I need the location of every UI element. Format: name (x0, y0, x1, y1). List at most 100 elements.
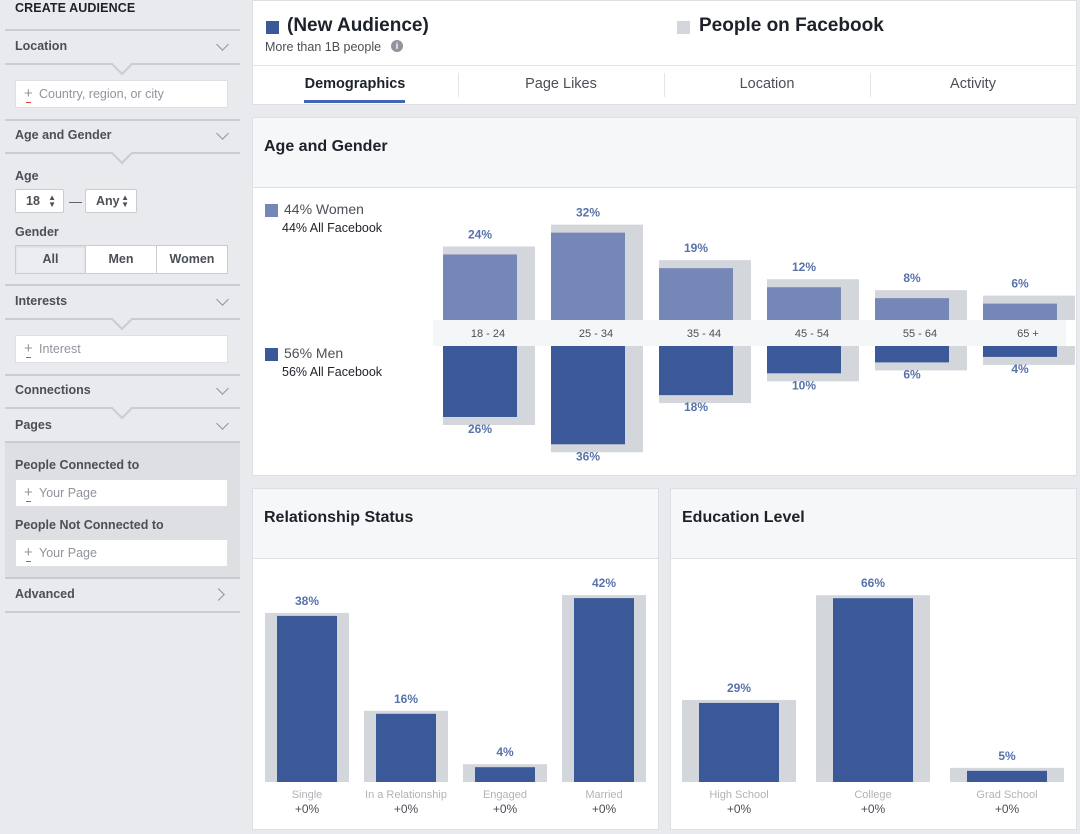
bar-category-label: College (854, 789, 891, 801)
audience-bar (833, 598, 913, 782)
plus-icon: + (24, 544, 33, 562)
age-category-label: 25 - 34 (579, 328, 613, 340)
age-category-label: 65 + (1017, 328, 1039, 340)
tab-separator (870, 73, 871, 97)
age-min-select[interactable]: 18 ▲ ▼ (15, 189, 64, 213)
age-max-value: Any (96, 194, 120, 208)
men-bar (659, 346, 733, 396)
divider (5, 374, 240, 376)
age-gender-chart: 24% 26% 18 - 24 32% 36% 25 - 34 19% 18% 35 - 44 1… (433, 206, 1075, 463)
audience-bar (475, 767, 535, 782)
location-placeholder: Country, region, or city (39, 87, 164, 101)
women-bar (659, 268, 733, 320)
chevron-down-icon[interactable] (216, 127, 229, 140)
connected-page-input[interactable]: + Your Page (15, 479, 228, 507)
sidebar-title: CREATE AUDIENCE (15, 1, 136, 15)
audience-title: (New Audience) (287, 15, 429, 36)
men-bar (875, 346, 949, 363)
women-value-label: 12% (792, 260, 816, 274)
advanced-section-header[interactable]: Advanced (15, 587, 75, 601)
panel-title: Age and Gender (264, 138, 388, 155)
plus-icon: + (24, 484, 33, 502)
chevron-down-icon[interactable] (216, 382, 229, 395)
bar-value-label: 42% (592, 576, 616, 590)
location-search-input[interactable]: + Country, region, or city (15, 80, 228, 108)
women-value-label: 32% (576, 206, 600, 220)
sort-arrows-icon: ▲ ▼ (121, 193, 129, 209)
bar-value-label: 38% (295, 594, 319, 608)
women-color-swatch (265, 204, 278, 217)
bar-change-label: +0% (493, 802, 518, 816)
bar-value-label: 5% (998, 749, 1016, 763)
tab-page-likes[interactable]: Page Likes (525, 76, 597, 92)
not-connected-page-input[interactable]: + Your Page (15, 539, 228, 567)
range-dash: — (69, 194, 82, 209)
chevron-right-icon[interactable] (212, 588, 225, 601)
men-value-label: 6% (903, 367, 921, 381)
women-value-label: 8% (903, 271, 921, 285)
tab-demographics[interactable]: Demographics (304, 76, 406, 92)
bar-category-label: Engaged (483, 789, 527, 801)
women-value-label: 19% (684, 241, 708, 255)
women-bar (983, 303, 1057, 320)
women-bar (551, 232, 625, 320)
pages-section-header[interactable]: Pages (15, 418, 52, 432)
age-gender-panel: Age and Gender 44% Women 44% All Faceboo… (252, 117, 1077, 476)
gender-all-button[interactable]: All (15, 245, 86, 274)
tab-activity[interactable]: Activity (950, 76, 996, 92)
women-bar (875, 298, 949, 320)
tabs-divider (253, 65, 1076, 66)
age-category-label: 55 - 64 (903, 328, 937, 340)
audience-color-swatch (266, 21, 279, 34)
chevron-down-icon[interactable] (216, 38, 229, 51)
section-notch (110, 396, 134, 420)
info-icon[interactable]: i (391, 40, 403, 52)
active-tab-indicator (304, 100, 405, 103)
chevron-down-icon[interactable] (216, 293, 229, 306)
age-gender-section-header[interactable]: Age and Gender (15, 128, 112, 142)
gender-men-button[interactable]: Men (85, 245, 157, 274)
education-chart: 29%High School+0%66%College+0%5%Grad Sch… (682, 576, 1064, 816)
men-value-label: 10% (792, 378, 816, 392)
age-min-value: 18 (26, 194, 40, 208)
people-connected-label: People Connected to (15, 458, 140, 472)
men-legend-label: 56% Men (284, 345, 344, 361)
audience-bar (574, 598, 634, 782)
relationship-chart: 38%Single+0%16%In a Relationship+0%4%Eng… (265, 576, 646, 816)
age-category-label: 18 - 24 (471, 328, 505, 340)
section-notch (110, 52, 134, 76)
women-legend-label: 44% Women (284, 201, 364, 217)
audience-bar (376, 713, 436, 782)
bar-change-label: +0% (995, 802, 1020, 816)
men-value-label: 36% (576, 449, 600, 463)
bar-value-label: 29% (727, 681, 751, 695)
location-section-header[interactable]: Location (15, 39, 68, 53)
interest-search-input[interactable]: + Interest (15, 335, 228, 363)
not-connected-page-placeholder: Your Page (39, 546, 97, 560)
age-label: Age (15, 169, 39, 183)
connections-section-header[interactable]: Connections (15, 383, 91, 397)
sidebar: CREATE AUDIENCE Location + Country, regi… (0, 0, 245, 834)
connected-page-placeholder: Your Page (39, 486, 97, 500)
comparison-title: People on Facebook (699, 15, 884, 36)
divider (5, 284, 240, 286)
tab-location[interactable]: Location (739, 76, 795, 92)
men-value-label: 18% (684, 400, 708, 414)
chevron-down-icon[interactable] (216, 417, 229, 430)
men-value-label: 4% (1011, 362, 1029, 376)
education-panel: Education Level 29% High School +0% 66% Coll… (670, 488, 1077, 830)
panel-header: Education Level (671, 489, 1076, 559)
interests-section-header[interactable]: Interests (15, 294, 68, 308)
gender-women-button[interactable]: Women (156, 245, 228, 274)
tab-separator (664, 73, 665, 97)
audience-bar (967, 770, 1047, 782)
men-bar (767, 346, 841, 374)
women-value-label: 6% (1011, 277, 1029, 291)
bar-change-label: +0% (295, 802, 320, 816)
gender-label: Gender (15, 225, 59, 239)
bar-change-label: +0% (727, 802, 752, 816)
age-max-select[interactable]: Any ▲ ▼ (85, 189, 137, 213)
women-value-label: 24% (468, 227, 492, 241)
divider (5, 577, 240, 579)
audience-bar (699, 702, 779, 782)
